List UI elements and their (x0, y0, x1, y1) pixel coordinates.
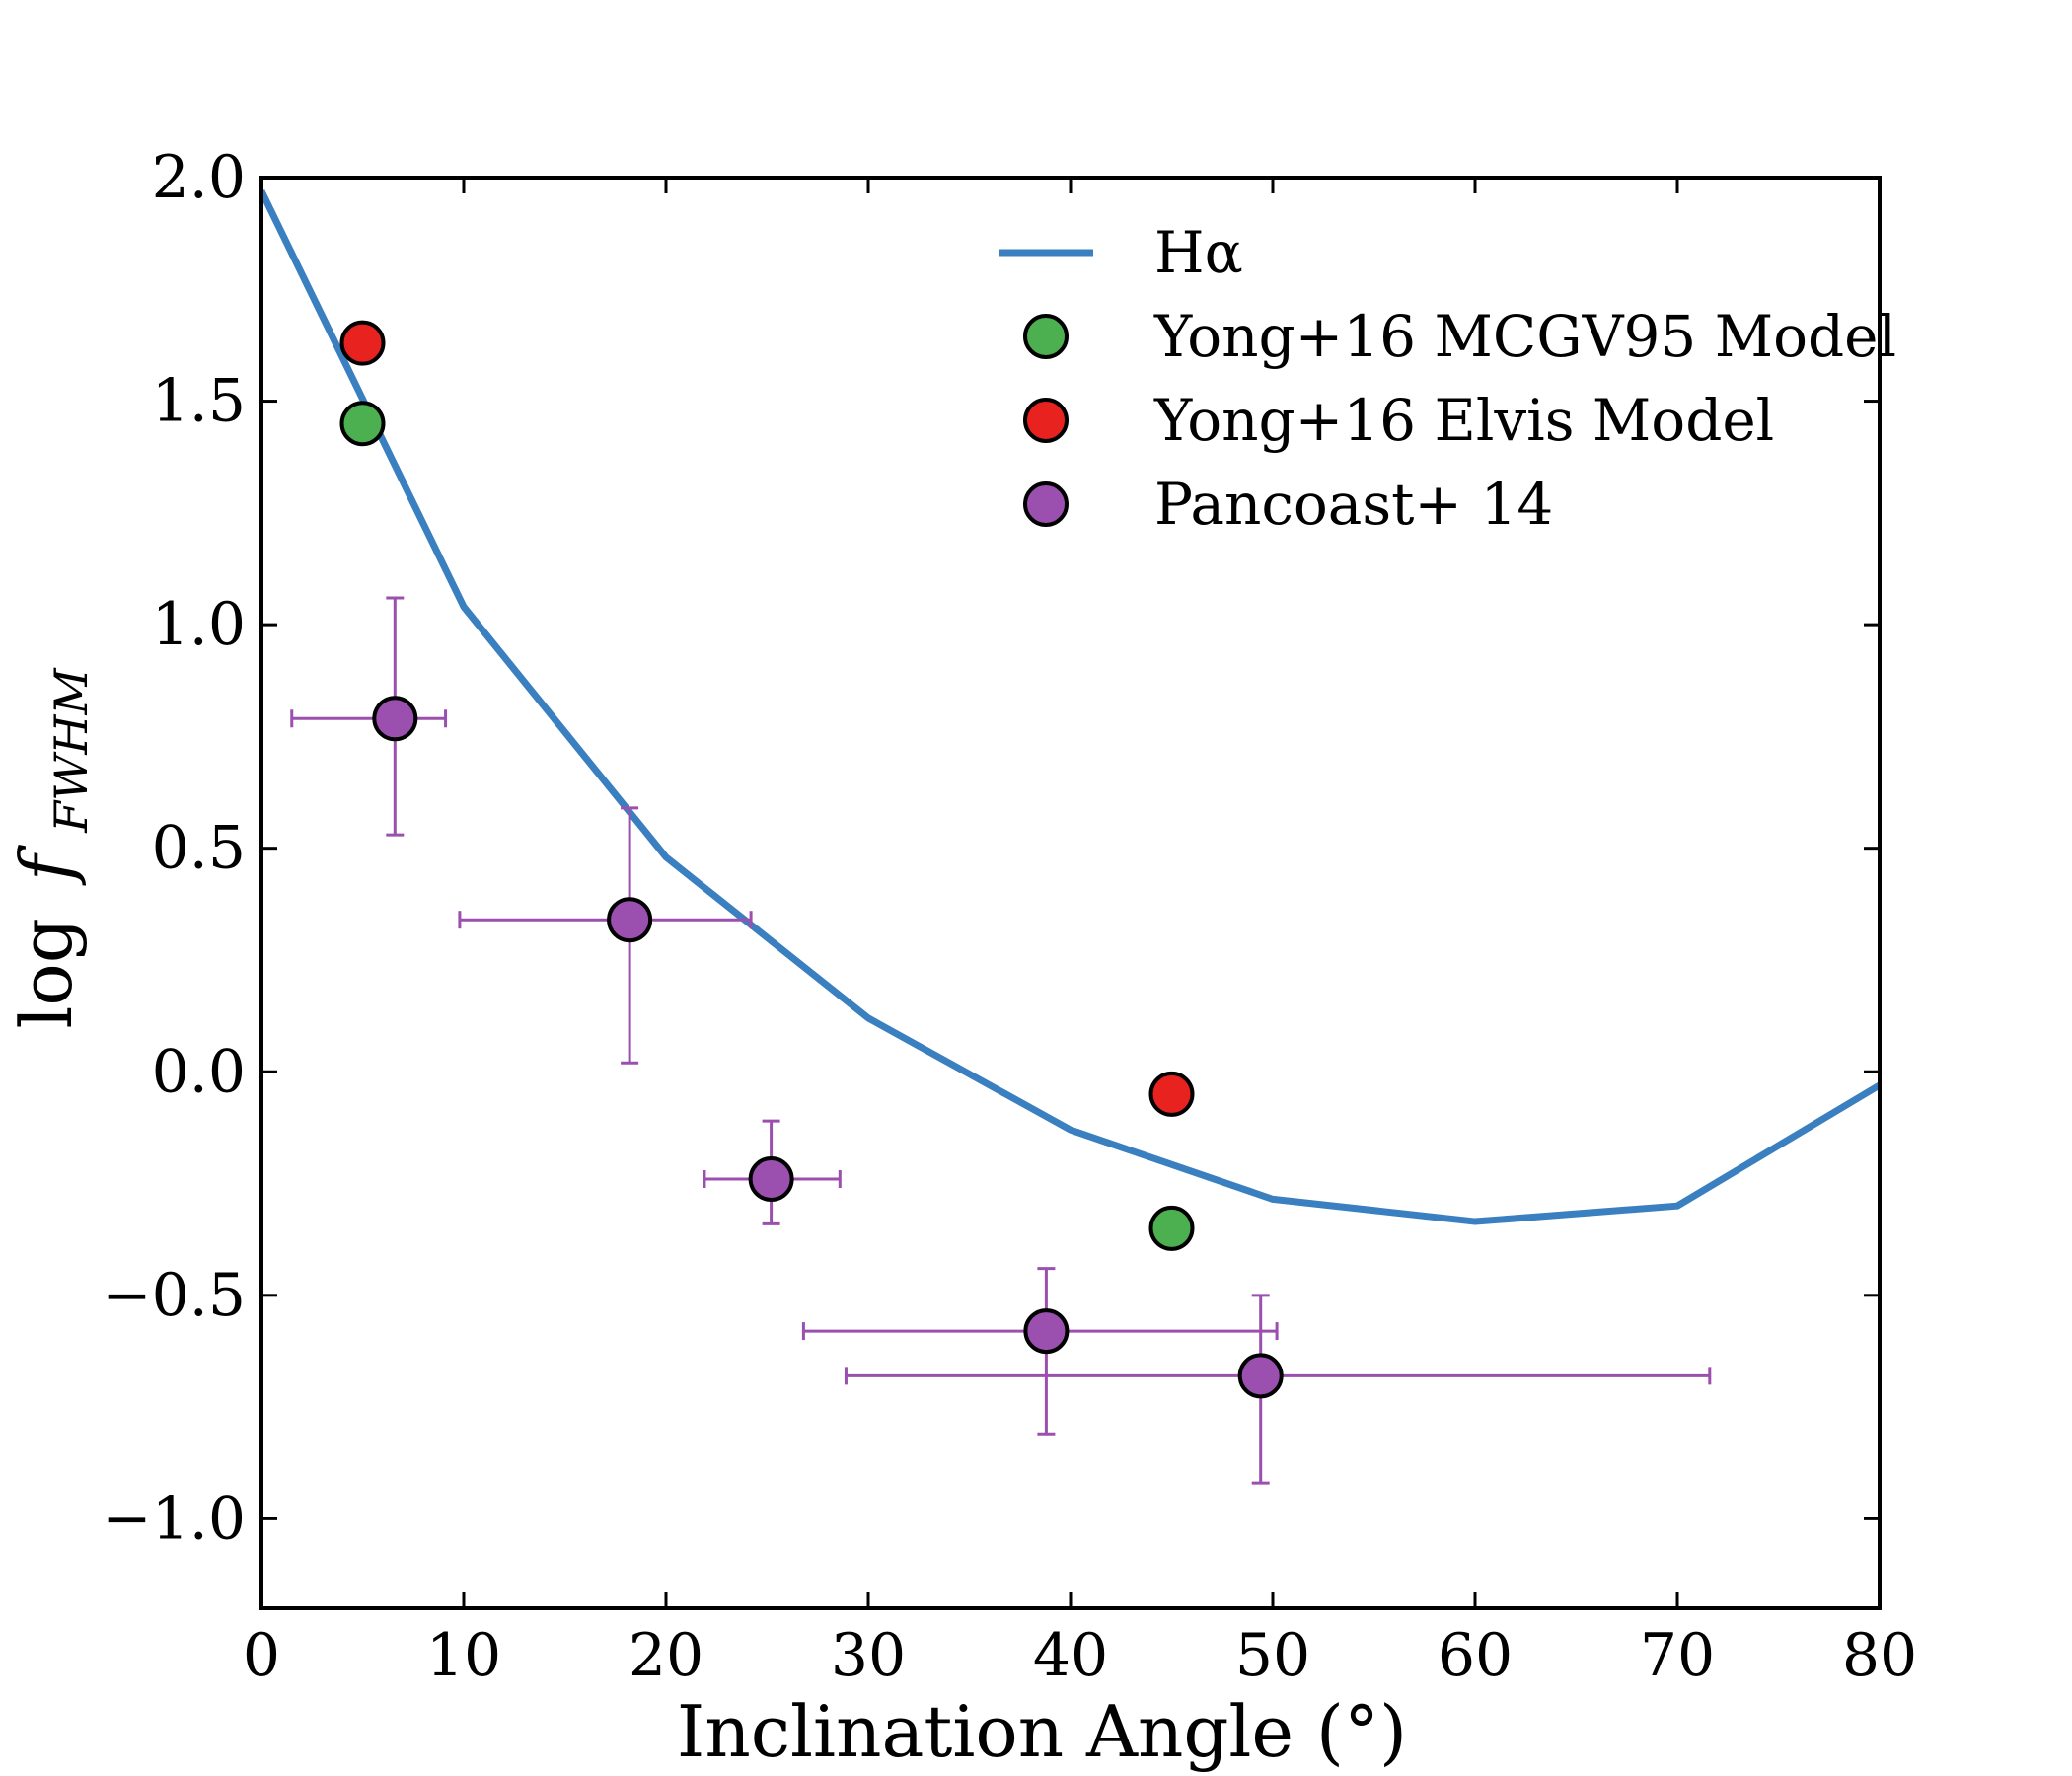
y-tick-label: 0.0 (152, 1037, 246, 1106)
y-axis-title: log f FWHM (5, 666, 98, 1028)
data-point-yong16 (1148, 1071, 1195, 1117)
legend-marker-swatch (1023, 398, 1069, 443)
data-point-yong16 (1148, 1205, 1195, 1251)
y-tick-label: 1.5 (152, 367, 246, 436)
series-scatter-group (339, 320, 1195, 1117)
plot-area-frame (259, 176, 1882, 1610)
series-scatter-group (339, 401, 1195, 1251)
y-tick-label: −0.5 (102, 1261, 246, 1330)
data-point-pancoast (607, 897, 653, 943)
legend: Hα Yong+16 MCGV95 Model Yong+16 Elvis Mode… (999, 219, 1896, 538)
legend-label: Pancoast+ 14 (1154, 471, 1553, 538)
series-line-group (261, 189, 1880, 1225)
x-tick-label: 70 (1640, 1621, 1715, 1690)
series-layer (261, 189, 1880, 1485)
legend-label: Yong+16 MCGV95 Model (1153, 303, 1896, 370)
x-tick-label: 10 (426, 1621, 501, 1690)
legend-marker-swatch (1023, 481, 1069, 527)
x-tick-label: 60 (1438, 1621, 1513, 1690)
x-tick-label: 30 (831, 1621, 906, 1690)
y-tick-label: 0.5 (152, 814, 246, 883)
legend-marker-swatch (1023, 314, 1069, 359)
x-tick-label: 50 (1235, 1621, 1310, 1690)
data-point-pancoast (748, 1156, 794, 1202)
series-line-h-alpha (261, 189, 1880, 1225)
series-errorbar-group (290, 596, 1712, 1485)
legend-label: Yong+16 Elvis Model (1153, 387, 1774, 454)
data-point-pancoast (372, 696, 418, 742)
data-point-yong16 (339, 401, 386, 447)
x-tick-label: 40 (1033, 1621, 1108, 1690)
y-axis-title-prefix: log (5, 918, 88, 1028)
y-axis-title-symbol: f (5, 844, 88, 886)
y-tick-label: 2.0 (152, 143, 246, 212)
x-tick-label: 0 (243, 1621, 280, 1690)
legend-label: Hα (1154, 219, 1243, 286)
data-point-pancoast (1023, 1308, 1070, 1355)
tick-labels: 0 10 20 30 40 50 60 70 80 2.0 1.5 1.0 0.5 0.0 −0.5 −1.0 (102, 143, 1917, 1690)
x-axis-title: Inclination Angle (°) (677, 1690, 1407, 1773)
y-tick-label: −1.0 (102, 1484, 246, 1553)
data-point-pancoast (1237, 1353, 1284, 1399)
x-tick-label: 20 (629, 1621, 703, 1690)
svg-text:log f FWHM: log f FWHM (5, 666, 98, 1028)
x-tick-label: 80 (1842, 1621, 1917, 1690)
y-axis-title-subscript: FWHM (44, 666, 98, 833)
data-point-yong16 (339, 320, 386, 366)
y-tick-label: 1.0 (152, 590, 246, 659)
